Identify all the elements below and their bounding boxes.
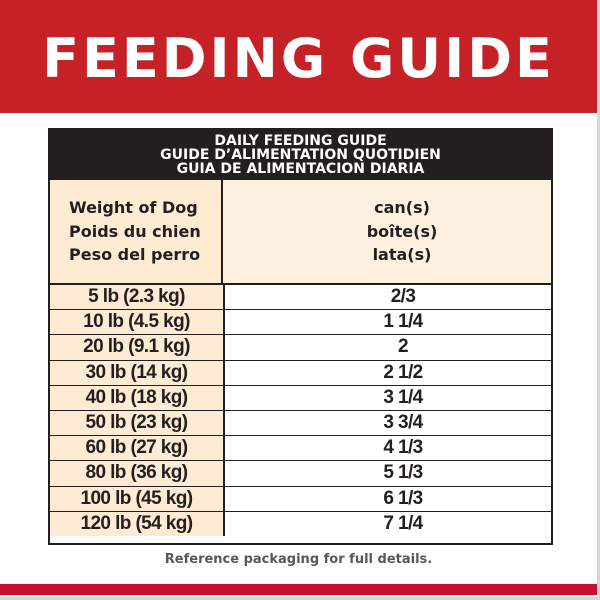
footer-note: Reference packaging for full details.	[164, 552, 433, 567]
table-row: 80 lb (36 kg) 5 1/3	[50, 461, 551, 487]
header-weight-fr: Poids du chien	[69, 221, 201, 241]
frame-edge-bottom	[0, 597, 600, 600]
amount-cell: 6 1/3	[225, 486, 551, 511]
weight-cell: 5 lb (2.3 kg)	[50, 285, 225, 310]
table-title: DAILY FEEDING GUIDE GUIDE D’ALIMENTATION…	[50, 130, 551, 180]
amount-cell: 1 1/4	[225, 310, 551, 335]
title-banner: FEEDING GUIDE	[0, 0, 597, 113]
table-row: 20 lb (9.1 kg) 2	[50, 335, 551, 361]
amount-cell: 7 1/4	[225, 511, 551, 536]
frame-edge-right	[597, 0, 600, 600]
weight-cell: 80 lb (36 kg)	[50, 461, 225, 486]
header-amount-fr: boîte(s)	[366, 221, 438, 241]
table-row: 30 lb (14 kg) 2 1/2	[50, 360, 551, 386]
weight-cell: 120 lb (54 kg)	[50, 511, 225, 536]
amount-cell: 4 1/3	[225, 436, 551, 461]
amount-cell: 3 3/4	[225, 410, 551, 436]
amount-cell: 2 1/2	[225, 360, 551, 385]
weight-cell: 10 lb (4.5 kg)	[50, 310, 225, 335]
feeding-table: DAILY FEEDING GUIDE GUIDE D’ALIMENTATION…	[48, 128, 553, 545]
table-body: 5 lb (2.3 kg) 2/3 10 lb (4.5 kg) 1 1/4 2…	[50, 285, 551, 536]
weight-cell: 100 lb (45 kg)	[50, 486, 225, 511]
table-row: 50 lb (23 kg) 3 3/4	[50, 410, 551, 437]
amount-cell: 5 1/3	[225, 461, 551, 486]
weight-cell: 20 lb (9.1 kg)	[50, 335, 225, 360]
header-weight-en: Weight of Dog	[69, 198, 198, 218]
table-row: 60 lb (27 kg) 4 1/3	[50, 436, 551, 462]
table-row: 40 lb (18 kg) 3 1/4	[50, 385, 551, 411]
table-row: 10 lb (4.5 kg) 1 1/4	[50, 310, 551, 336]
weight-cell: 60 lb (27 kg)	[50, 436, 225, 461]
weight-cell: 50 lb (23 kg)	[50, 410, 225, 436]
header-weight-es: Peso del perro	[69, 245, 201, 265]
column-header-weight: Weight of Dog Poids du chien Peso del pe…	[50, 180, 223, 283]
table-row: 5 lb (2.3 kg) 2/3	[50, 285, 551, 311]
header-amount-es: lata(s)	[372, 245, 432, 265]
table-row: 100 lb (45 kg) 6 1/3	[50, 486, 551, 512]
page-title: FEEDING GUIDE	[42, 27, 555, 90]
header-amount-en: can(s)	[374, 198, 430, 218]
amount-cell: 2/3	[225, 285, 551, 310]
weight-cell: 40 lb (18 kg)	[50, 385, 225, 410]
table-title-fr: GUIDE D’ALIMENTATION QUOTIDIEN	[160, 147, 441, 163]
column-header-amount: can(s) boîte(s) lata(s)	[223, 180, 551, 283]
table-title-en: DAILY FEEDING GUIDE	[214, 133, 387, 149]
column-headers: Weight of Dog Poids du chien Peso del pe…	[50, 180, 551, 285]
amount-cell: 3 1/4	[225, 385, 551, 410]
amount-cell: 2	[225, 335, 551, 360]
bottom-accent-bar	[0, 584, 597, 595]
table-title-es: GUIA DE ALIMENTACION DIARIA	[176, 161, 425, 177]
weight-cell: 30 lb (14 kg)	[50, 360, 225, 385]
table-row: 120 lb (54 kg) 7 1/4	[50, 511, 551, 536]
